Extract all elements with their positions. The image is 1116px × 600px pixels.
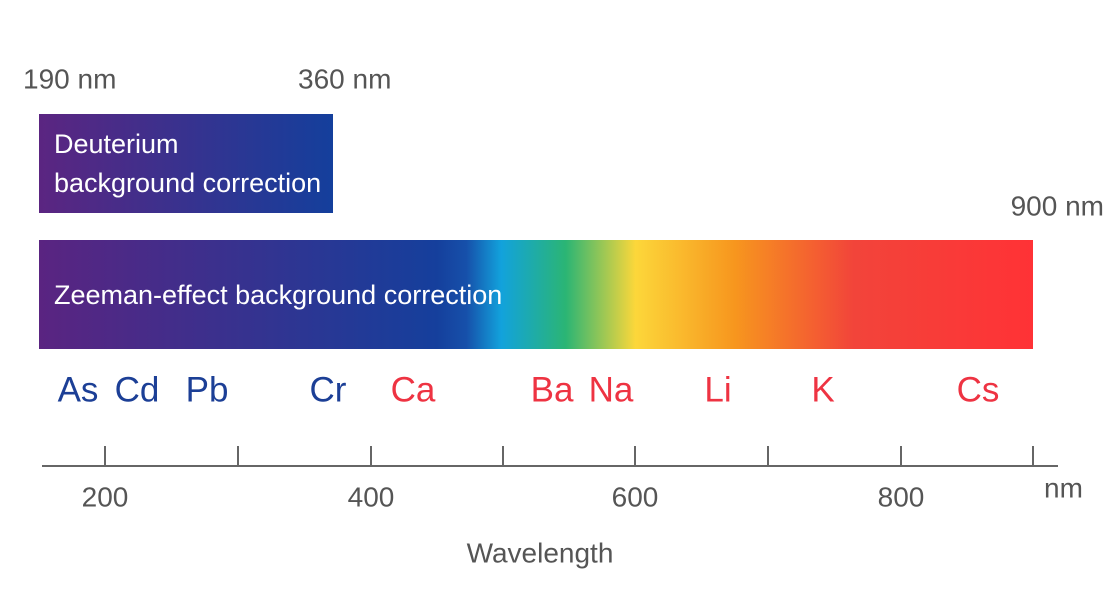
deuterium-label: background correction bbox=[54, 168, 321, 198]
tick-label: 600 bbox=[612, 481, 659, 512]
element-label: Ba bbox=[531, 370, 574, 409]
element-label: Cs bbox=[957, 370, 1000, 409]
element-label: Cd bbox=[115, 370, 160, 409]
zeeman-label: Zeeman-effect background correction bbox=[54, 280, 502, 310]
tick-label: 400 bbox=[348, 481, 395, 512]
tick-label: 200 bbox=[82, 481, 129, 512]
range-label: 360 nm bbox=[298, 63, 391, 94]
element-label: Cr bbox=[310, 370, 347, 409]
element-label: Pb bbox=[186, 370, 229, 409]
element-label: K bbox=[811, 370, 834, 409]
tick-label: 800 bbox=[878, 481, 925, 512]
deuterium-label: Deuterium bbox=[54, 129, 179, 159]
element-label: Ca bbox=[391, 370, 436, 409]
element-label: As bbox=[58, 370, 99, 409]
axis-title: Wavelength bbox=[467, 537, 614, 568]
element-label: Na bbox=[589, 370, 634, 409]
element-label: Li bbox=[704, 370, 731, 409]
zeeman-bar bbox=[39, 240, 1033, 349]
range-label: 190 nm bbox=[23, 63, 116, 94]
range-label: 900 nm bbox=[1011, 190, 1104, 221]
deuterium-bar bbox=[39, 114, 333, 213]
ticks bbox=[104, 446, 1034, 466]
axis-unit: nm bbox=[1044, 472, 1083, 503]
